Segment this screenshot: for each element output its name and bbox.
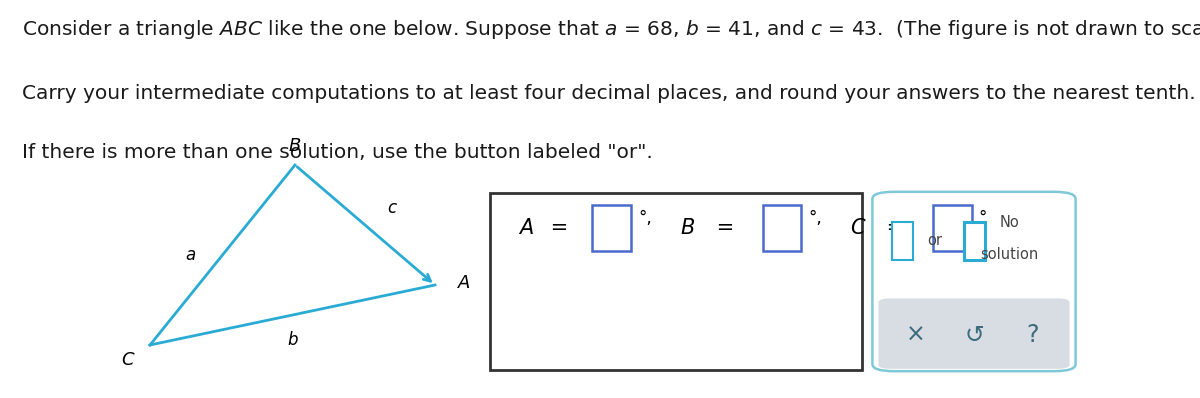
Text: ×: × <box>905 323 925 347</box>
FancyBboxPatch shape <box>872 192 1075 371</box>
FancyBboxPatch shape <box>964 222 985 259</box>
Text: $B$: $B$ <box>288 137 301 155</box>
Text: °,: °, <box>809 209 822 227</box>
Text: $b$: $b$ <box>287 331 299 349</box>
Text: ↺: ↺ <box>964 323 984 347</box>
Text: $C$: $C$ <box>121 351 136 369</box>
FancyBboxPatch shape <box>892 222 913 259</box>
FancyBboxPatch shape <box>878 298 1069 369</box>
FancyBboxPatch shape <box>763 205 802 251</box>
FancyBboxPatch shape <box>934 205 972 251</box>
Text: Carry your intermediate computations to at least four decimal places, and round : Carry your intermediate computations to … <box>22 84 1195 103</box>
Text: °: ° <box>979 209 988 227</box>
Text: ?: ? <box>1026 323 1039 347</box>
Text: =: = <box>710 218 734 238</box>
Text: or: or <box>928 233 943 248</box>
Text: No: No <box>1000 215 1019 230</box>
Text: °,: °, <box>638 209 652 227</box>
Text: $A$: $A$ <box>518 218 534 238</box>
Text: =: = <box>881 218 905 238</box>
Text: $C$: $C$ <box>845 218 868 238</box>
FancyBboxPatch shape <box>490 193 862 370</box>
Text: solution: solution <box>980 247 1038 262</box>
Text: If there is more than one solution, use the button labeled "or".: If there is more than one solution, use … <box>22 143 653 162</box>
Text: $A$: $A$ <box>457 274 470 292</box>
FancyBboxPatch shape <box>593 205 631 251</box>
Text: $a$: $a$ <box>185 246 196 263</box>
Text: $c$: $c$ <box>386 200 397 217</box>
Text: =: = <box>545 218 569 238</box>
Text: $B$: $B$ <box>674 218 696 238</box>
Text: Consider a triangle $ABC$ like the one below. Suppose that $a$ = 68, $b$ = 41, a: Consider a triangle $ABC$ like the one b… <box>22 18 1200 41</box>
